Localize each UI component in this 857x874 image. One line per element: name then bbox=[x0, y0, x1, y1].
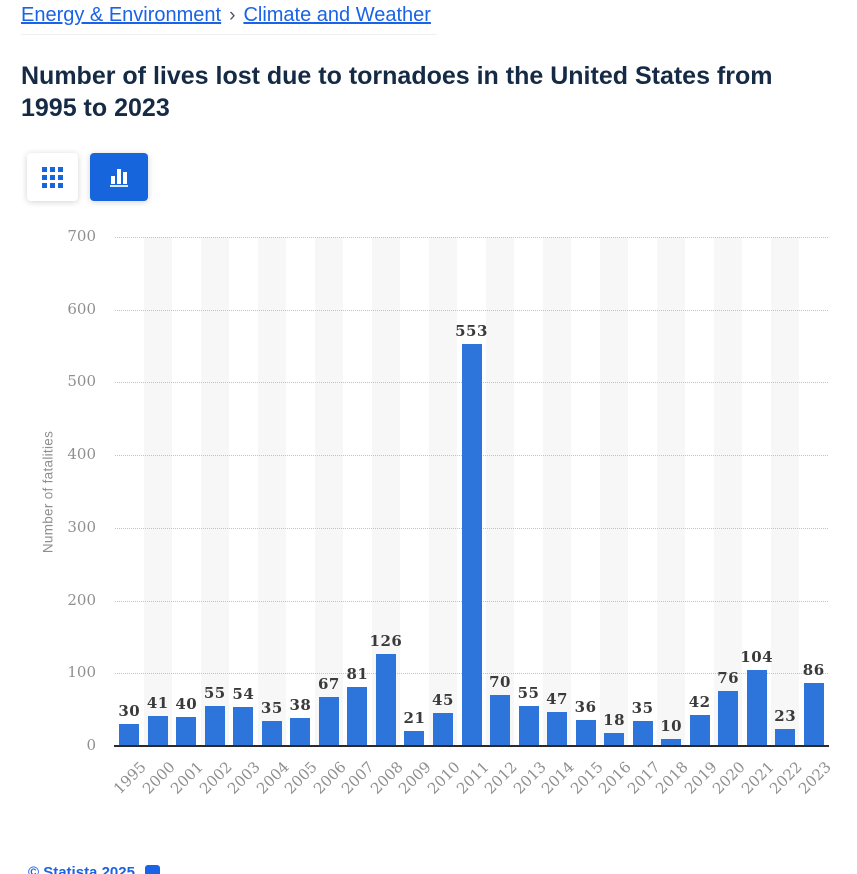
bar-chart-icon bbox=[110, 167, 128, 187]
gridline-700 bbox=[115, 237, 828, 238]
footer: © Statista 2025 bbox=[28, 864, 160, 874]
bar-2023[interactable] bbox=[803, 683, 824, 746]
bar-value-label-2019: 42 bbox=[688, 693, 711, 712]
bar-value-label-2016: 18 bbox=[603, 710, 626, 729]
bar-1995[interactable] bbox=[119, 724, 140, 746]
x-axis-line bbox=[114, 745, 829, 747]
plot-band bbox=[656, 237, 686, 746]
plot-band bbox=[485, 237, 515, 746]
plot-band bbox=[314, 237, 344, 746]
bar-2004[interactable] bbox=[261, 720, 282, 746]
bar-2010[interactable] bbox=[432, 713, 453, 746]
bar-value-label-2011: 553 bbox=[455, 321, 488, 340]
y-tick-label-500: 500 bbox=[67, 372, 96, 391]
breadcrumb-link-climate-weather[interactable]: Climate and Weather bbox=[243, 4, 431, 26]
bar-2008[interactable] bbox=[375, 654, 396, 746]
statista-copyright-link[interactable]: © Statista 2025 bbox=[28, 864, 135, 874]
y-tick-label-600: 600 bbox=[67, 299, 96, 318]
bar-value-label-2022: 23 bbox=[774, 707, 797, 726]
bar-2018[interactable] bbox=[661, 738, 682, 746]
plot-band bbox=[143, 237, 173, 746]
bar-value-label-2021: 104 bbox=[740, 648, 774, 667]
bar-2019[interactable] bbox=[689, 715, 710, 746]
grid-icon bbox=[42, 166, 63, 188]
bar-2014[interactable] bbox=[547, 711, 568, 746]
plot-band bbox=[770, 237, 800, 746]
breadcrumb: Energy & Environment › Climate and Weather bbox=[21, 2, 437, 35]
bar-value-label-2003: 54 bbox=[232, 684, 255, 703]
bar-value-label-2000: 41 bbox=[146, 694, 169, 713]
bar-2020[interactable] bbox=[718, 690, 739, 746]
bar-2003[interactable] bbox=[233, 706, 254, 746]
bar-value-label-2013: 55 bbox=[517, 684, 540, 702]
bar-value-label-2017: 35 bbox=[631, 698, 654, 717]
breadcrumb-separator: › bbox=[229, 5, 236, 26]
info-icon[interactable] bbox=[144, 865, 160, 874]
plot-band bbox=[200, 237, 230, 746]
bar-value-label-2023: 86 bbox=[802, 661, 825, 680]
plot-band bbox=[428, 237, 458, 746]
bar-2002[interactable] bbox=[204, 706, 225, 746]
y-tick-label-0: 0 bbox=[86, 736, 96, 754]
table-view-button[interactable] bbox=[27, 153, 78, 201]
bar-value-label-2010: 45 bbox=[432, 691, 454, 710]
plot-band bbox=[257, 237, 287, 746]
bar-value-label-2014: 47 bbox=[546, 689, 568, 708]
bar-value-label-2001: 40 bbox=[175, 694, 198, 713]
bar-2022[interactable] bbox=[775, 729, 796, 746]
y-tick-label-700: 700 bbox=[67, 227, 96, 245]
bar-2007[interactable] bbox=[347, 687, 368, 746]
y-tick-label-400: 400 bbox=[67, 445, 96, 464]
bar-2000[interactable] bbox=[147, 716, 168, 746]
bar-value-label-2004: 35 bbox=[260, 698, 283, 717]
plot-band bbox=[599, 237, 629, 746]
breadcrumb-link-energy-environment[interactable]: Energy & Environment bbox=[21, 4, 222, 26]
bar-value-label-1995: 30 bbox=[118, 702, 141, 721]
bar-2021[interactable] bbox=[746, 670, 767, 746]
bar-value-label-2012: 70 bbox=[489, 673, 511, 692]
bar-2001[interactable] bbox=[176, 716, 197, 746]
bar-value-label-2007: 81 bbox=[346, 665, 369, 684]
y-tick-label-100: 100 bbox=[67, 663, 96, 682]
bar-value-label-2008: 126 bbox=[369, 632, 403, 651]
bar-value-label-2009: 21 bbox=[403, 708, 426, 727]
gridline-600 bbox=[115, 309, 828, 311]
bar-2016[interactable] bbox=[604, 732, 625, 746]
bar-2015[interactable] bbox=[575, 719, 596, 746]
y-tick-label-300: 300 bbox=[67, 517, 96, 536]
bar-2005[interactable] bbox=[290, 718, 311, 746]
bar-2012[interactable] bbox=[490, 695, 511, 746]
plot-band bbox=[713, 237, 743, 746]
bar-value-label-2002: 55 bbox=[203, 684, 226, 702]
bar-2006[interactable] bbox=[318, 697, 339, 746]
view-toggle-toolbar bbox=[27, 153, 148, 201]
bar-2009[interactable] bbox=[404, 730, 425, 746]
chart-view-button[interactable] bbox=[90, 153, 148, 201]
bar-value-label-2005: 38 bbox=[289, 696, 312, 715]
y-tick-label-200: 200 bbox=[67, 590, 96, 609]
bar-2017[interactable] bbox=[632, 720, 653, 746]
plot-band bbox=[542, 237, 572, 746]
bar-value-label-2006: 67 bbox=[317, 675, 340, 694]
bar-value-label-2020: 76 bbox=[717, 668, 740, 687]
bar-value-label-2018: 10 bbox=[660, 716, 683, 735]
bar-2011[interactable] bbox=[461, 343, 482, 746]
bar-value-label-2015: 36 bbox=[574, 697, 597, 716]
page-title: Number of lives lost due to tornadoes in… bbox=[21, 62, 773, 122]
bar-2013[interactable] bbox=[518, 706, 539, 746]
